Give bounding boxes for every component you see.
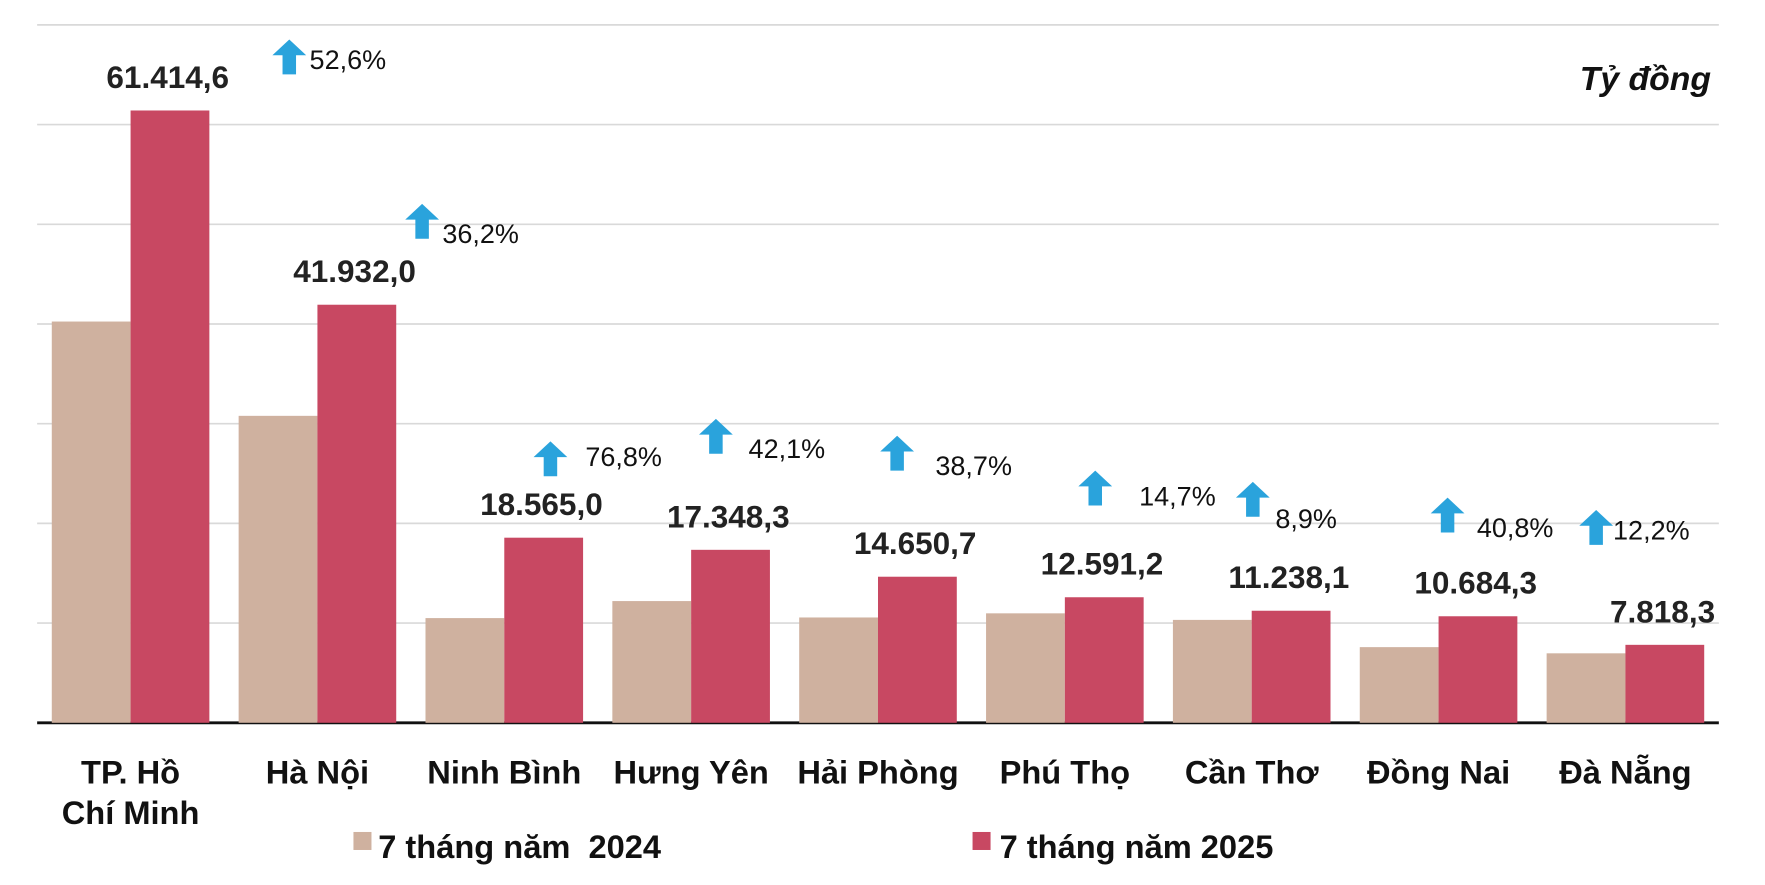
bar-2025 <box>1625 644 1705 723</box>
bars <box>51 110 1705 723</box>
value-label: 10.684,3 <box>1414 565 1537 601</box>
category-label: Phú Thọ <box>1000 754 1130 791</box>
arrow-up-icon <box>405 203 439 239</box>
growth-label: 14,7% <box>1139 482 1216 512</box>
growth-label: 38,7% <box>935 451 1012 481</box>
arrow-up-icon <box>699 418 733 454</box>
category-label: Ninh Bình <box>427 754 581 791</box>
growth-annotations: 52,6% 36,2% 76,8% 42,1% 38,7% 14,7% 8,9% 40,8% 1… <box>272 39 1690 545</box>
bar-2025 <box>130 110 210 723</box>
legend-label-2024: 7 tháng năm 2024 <box>378 828 661 865</box>
growth-label: 40,8% <box>1477 513 1554 543</box>
bar-2024 <box>1359 647 1439 723</box>
growth-label: 12,2% <box>1613 515 1690 545</box>
value-label: 61.414,6 <box>106 59 229 95</box>
category-label: Hà Nội <box>266 754 369 791</box>
value-label: 41.932,0 <box>293 253 416 289</box>
bar-2025 <box>691 549 770 723</box>
arrow-up-icon <box>1579 510 1614 545</box>
category-label: Hưng Yên <box>613 754 768 791</box>
growth-label: 52,6% <box>310 45 387 75</box>
bar-2025 <box>504 537 584 723</box>
legend-swatch-2025 <box>972 831 991 850</box>
category-label: Cần Thơ <box>1185 754 1320 791</box>
bar-2025 <box>877 576 957 723</box>
bar-2024 <box>238 415 318 723</box>
bar-2025 <box>1064 597 1144 723</box>
bar-2025 <box>317 304 397 723</box>
category-label: TP. Hồ <box>81 754 180 791</box>
bar-2024 <box>1546 653 1626 723</box>
legend-label-2025: 7 tháng năm 2025 <box>1000 828 1274 865</box>
arrow-up-icon <box>1078 470 1113 506</box>
bar-2025 <box>1251 610 1331 723</box>
value-label: 7.818,3 <box>1610 593 1715 629</box>
bar-2024 <box>986 613 1065 723</box>
legend-swatch-2024 <box>353 831 372 850</box>
arrow-up-icon <box>533 441 568 477</box>
growth-label: 76,8% <box>585 442 662 472</box>
growth-label: 42,1% <box>749 434 826 464</box>
bar-2024 <box>51 321 131 723</box>
bar-2024 <box>1172 619 1252 723</box>
category-label: Hải Phòng <box>797 754 958 791</box>
category-label: Đà Nẵng <box>1559 753 1691 791</box>
bar-2024 <box>425 618 505 723</box>
value-labels: 61.414,6 41.932,0 18.565,0 17.348,3 14.650,7… <box>106 59 1715 629</box>
legend: 7 tháng năm 2024 7 tháng năm 2025 <box>353 828 1273 865</box>
bar-2024 <box>612 601 692 723</box>
arrow-up-icon <box>272 39 307 75</box>
category-label: Đồng Nai <box>1367 754 1510 791</box>
growth-label: 36,2% <box>442 219 519 249</box>
category-label: Chí Minh <box>62 794 200 831</box>
growth-label: 8,9% <box>1275 504 1337 534</box>
bar-2025 <box>1438 616 1518 723</box>
arrow-up-icon <box>1235 481 1270 517</box>
unit-label: Tỷ đồng <box>1580 60 1712 98</box>
value-label: 17.348,3 <box>667 498 790 534</box>
value-label: 14.650,7 <box>854 525 977 561</box>
arrow-up-icon <box>1430 497 1465 533</box>
value-label: 12.591,2 <box>1041 546 1164 582</box>
value-label: 11.238,1 <box>1228 559 1349 595</box>
bar-2024 <box>799 617 878 723</box>
arrow-up-icon <box>880 435 915 471</box>
value-label: 18.565,0 <box>480 486 603 522</box>
